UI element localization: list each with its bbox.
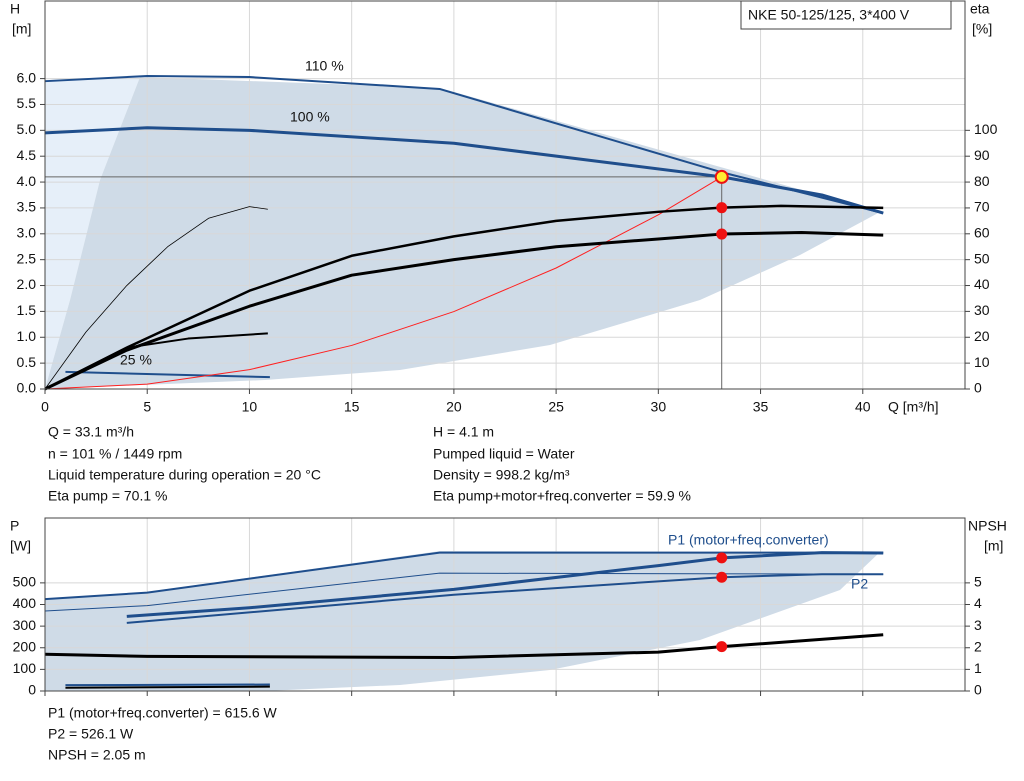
- readout: n = 101 % / 1449 rpm: [48, 446, 182, 462]
- y-tick-label: 0.0: [17, 380, 37, 396]
- x-tick-label: 0: [41, 399, 49, 415]
- y2-tick-label: 1: [974, 660, 982, 676]
- x-tick-label: 20: [446, 399, 462, 415]
- y-unit: [W]: [10, 538, 31, 554]
- model: NKE 50-125/125, 3*400 V: [748, 7, 910, 23]
- y2-tick-label: 30: [974, 302, 990, 318]
- operating-range-light: [45, 77, 140, 389]
- curve: [65, 370, 270, 379]
- curve: [44, 633, 884, 659]
- y2-label: eta: [970, 1, 990, 17]
- curve: [44, 332, 268, 390]
- x-tick-label: 15: [344, 399, 360, 415]
- y2-tick-label: 40: [974, 276, 990, 292]
- y2-tick-label: 3: [974, 617, 982, 633]
- y-tick-label: 300: [13, 617, 37, 633]
- curve-label: 110 %: [305, 58, 344, 74]
- readout: Density = 998.2 kg/m³: [433, 467, 570, 483]
- operating-point: [716, 202, 728, 214]
- y2-tick-label: 60: [974, 225, 990, 241]
- x-tick-label: 5: [143, 399, 151, 415]
- y2-tick-label: 100: [974, 121, 998, 137]
- x-tick-label: 10: [242, 399, 258, 415]
- y-tick-label: 2.0: [17, 276, 37, 292]
- curve: [65, 683, 270, 687]
- curve: [126, 551, 884, 618]
- readout: P1 (motor+freq.converter) = 615.6 W: [48, 705, 278, 721]
- y-unit: [m]: [12, 21, 31, 37]
- y-tick-label: 1.0: [17, 328, 37, 344]
- y-tick-label: 5.5: [17, 95, 37, 111]
- curve-label: 25 %: [120, 352, 152, 368]
- readout: H = 4.1 m: [433, 424, 494, 440]
- model-box: [740, 0, 952, 30]
- y2-tick-label: 80: [974, 173, 990, 189]
- readout: Eta pump+motor+freq.converter = 59.9 %: [433, 488, 691, 504]
- x-tick-label: 40: [855, 399, 871, 415]
- y2-tick-label: 0: [974, 682, 982, 698]
- x-tick-label: 30: [651, 399, 667, 415]
- y-tick-label: 100: [13, 660, 37, 676]
- y-label: P: [10, 518, 19, 534]
- curve: [65, 685, 270, 689]
- power-range: [45, 551, 880, 691]
- readout: Liquid temperature during operation = 20…: [48, 467, 321, 483]
- y2-tick-label: 90: [974, 147, 990, 163]
- readout: P2 = 526.1 W: [48, 726, 134, 742]
- operating-point: [716, 571, 728, 583]
- y-tick-label: 4.0: [17, 173, 37, 189]
- y2-tick-label: 0: [974, 380, 982, 396]
- curve-label: P1 (motor+freq.converter): [668, 532, 829, 548]
- y-tick-label: 1.5: [17, 302, 37, 318]
- operating-point: [716, 552, 728, 564]
- curve: [44, 204, 884, 391]
- curve-label: 100 %: [290, 109, 330, 125]
- curve: [44, 231, 884, 391]
- y2-tick-label: 2: [974, 638, 982, 654]
- curve: [44, 551, 884, 601]
- y-tick-label: 400: [13, 595, 37, 611]
- y2-tick-label: 4: [974, 595, 982, 611]
- y2-label: NPSH: [968, 518, 1007, 534]
- y2-unit: [%]: [972, 21, 992, 37]
- y-tick-label: 2.5: [17, 250, 37, 266]
- y-tick-label: 5.0: [17, 121, 37, 137]
- curve-label: P2: [851, 576, 868, 592]
- y2-unit: [m]: [984, 538, 1003, 554]
- y-label: H: [10, 1, 20, 17]
- curve: [44, 126, 884, 215]
- plot-frame: [44, 0, 966, 390]
- operating-point: [716, 228, 728, 240]
- y-tick-label: 500: [13, 574, 37, 590]
- x-tick-label: 35: [753, 399, 769, 415]
- y-tick-label: 0: [28, 682, 36, 698]
- y-tick-label: 3.0: [17, 225, 37, 241]
- curve: [44, 206, 268, 390]
- x-tick-label: 25: [548, 399, 564, 415]
- readout: Eta pump = 70.1 %: [48, 488, 167, 504]
- y2-tick-label: 10: [974, 354, 990, 370]
- y2-tick-label: 5: [974, 574, 982, 590]
- operating-point: [714, 169, 729, 184]
- x-label: Q [m³/h]: [888, 399, 939, 415]
- y-tick-label: 6.0: [17, 69, 37, 85]
- readout: Q = 33.1 m³/h: [48, 424, 134, 440]
- y-tick-label: 4.5: [17, 147, 37, 163]
- y-tick-label: 200: [13, 638, 37, 654]
- y2-tick-label: 50: [974, 250, 990, 266]
- y-tick-label: 0.5: [17, 354, 37, 370]
- operating-point: [716, 641, 728, 653]
- y2-tick-label: 70: [974, 199, 990, 215]
- readout: Pumped liquid = Water: [433, 446, 575, 462]
- y-tick-label: 3.5: [17, 199, 37, 215]
- plot-frame: [44, 517, 966, 692]
- readout: NPSH = 2.05 m: [48, 747, 146, 763]
- y2-tick-label: 20: [974, 328, 990, 344]
- curve: [44, 176, 722, 390]
- curve: [44, 572, 884, 612]
- curve: [44, 75, 884, 215]
